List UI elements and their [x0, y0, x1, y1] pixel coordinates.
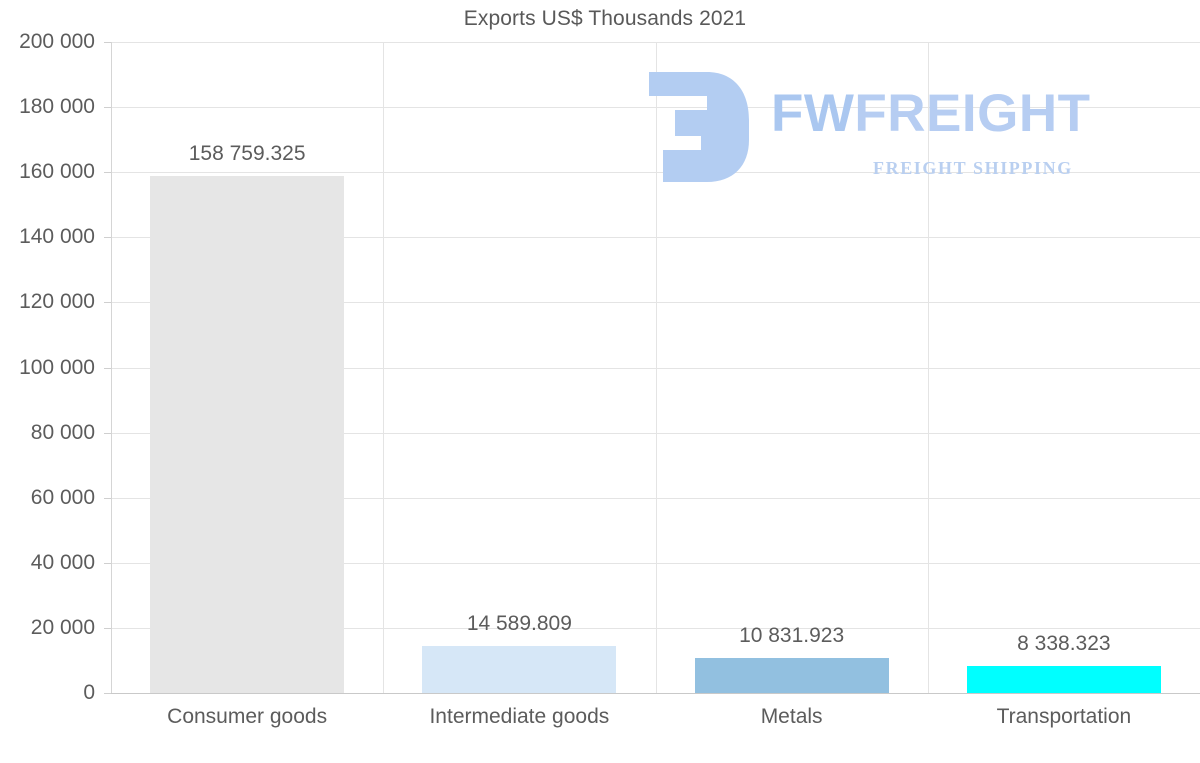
gridline [111, 498, 1200, 499]
bar-value-label: 8 338.323 [1017, 631, 1111, 655]
x-axis-label: Metals [760, 705, 823, 728]
y-axis-tick-label: 120 000 [19, 290, 95, 314]
gridline [111, 302, 1200, 303]
y-axis-tick-label: 20 000 [30, 615, 95, 639]
bar-value-label: 14 589.809 [466, 611, 572, 635]
x-axis-label: Transportation [996, 705, 1132, 728]
y-axis-tick-label: 160 000 [19, 160, 95, 184]
bar[interactable] [422, 646, 616, 693]
y-axis-tick-mark [104, 368, 111, 369]
y-axis-tick-mark [104, 628, 111, 629]
chart-title-text: Exports US$ Thousands 2021 [463, 7, 747, 30]
chart-title: Exports US$ Thousands 2021 [0, 7, 1200, 31]
y-axis-tick-label: 100 000 [19, 355, 95, 379]
gridline [111, 433, 1200, 434]
y-axis-tick-mark [104, 42, 111, 43]
gridline [111, 368, 1200, 369]
gridline [111, 237, 1200, 238]
gridline [111, 563, 1200, 564]
y-axis-tick-mark [104, 172, 111, 173]
gridline [111, 42, 1200, 43]
y-axis-tick-mark [104, 498, 111, 499]
y-axis-tick-label: 60 000 [30, 485, 95, 509]
gridline [111, 693, 1200, 694]
plot-area [111, 42, 1200, 694]
category-separator [656, 42, 657, 693]
category-separator [383, 42, 384, 693]
y-axis-tick-label: 140 000 [19, 225, 95, 249]
y-axis-tick-label: 80 000 [30, 420, 95, 444]
x-axis-label: Consumer goods [167, 705, 328, 728]
bar[interactable] [150, 176, 344, 693]
y-axis-tick-label: 200 000 [19, 30, 95, 53]
y-axis-tick-label: 40 000 [30, 550, 95, 574]
y-axis-tick-mark [104, 107, 111, 108]
bar[interactable] [695, 658, 889, 693]
y-axis-tick-label: 0 [83, 681, 95, 704]
gridline [111, 628, 1200, 629]
bar-value-label: 158 759.325 [188, 142, 306, 166]
y-axis-tick-mark [104, 563, 111, 564]
y-axis-line [111, 42, 112, 693]
y-axis-tick-label: 180 000 [19, 95, 95, 119]
bar-value-label: 10 831.923 [739, 623, 845, 647]
y-axis-tick-mark [104, 693, 111, 694]
category-separator [928, 42, 929, 693]
bar[interactable] [967, 666, 1161, 693]
y-axis-tick-mark [104, 302, 111, 303]
y-axis-tick-mark [104, 237, 111, 238]
x-axis-label: Intermediate goods [429, 705, 610, 728]
y-axis-tick-mark [104, 433, 111, 434]
